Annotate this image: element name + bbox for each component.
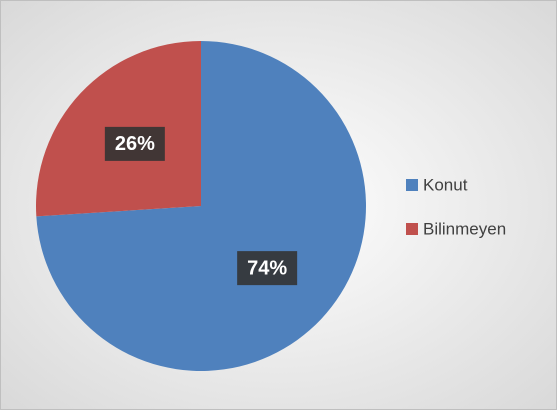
data-label-box	[104, 126, 165, 161]
legend-label: Konut	[423, 175, 468, 194]
legend-swatch	[406, 179, 418, 191]
legend-label: Bilinmeyen	[423, 219, 506, 238]
data-label-box	[237, 251, 298, 286]
legend-swatch	[406, 223, 418, 235]
data-label: 74%	[247, 257, 287, 279]
pie-slice	[36, 41, 366, 371]
data-label: 26%	[115, 133, 155, 155]
